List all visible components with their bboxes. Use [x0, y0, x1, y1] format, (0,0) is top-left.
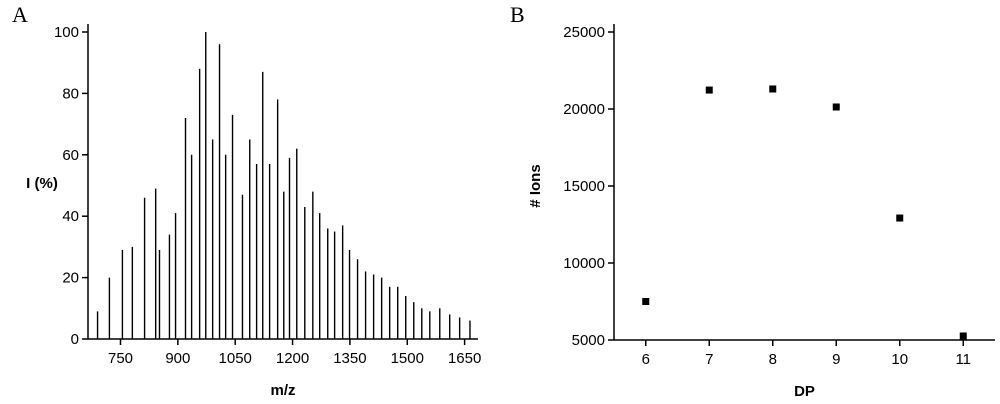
y-tick-label: 0: [71, 331, 79, 348]
point: [959, 332, 967, 340]
x-tick-label: 9: [832, 351, 840, 368]
y-tick-label: 15000: [563, 178, 605, 195]
x-tick-label: 6: [642, 351, 650, 368]
x-tick-label: 10: [891, 351, 908, 368]
y-axis-label: # Ions: [527, 164, 544, 207]
point: [832, 103, 840, 111]
y-tick-label: 20: [62, 270, 79, 287]
x-axis-label: DP: [794, 383, 815, 400]
x-tick-label: 11: [955, 351, 971, 368]
y-tick-label: 20000: [563, 101, 605, 118]
x-tick-label: 750: [108, 350, 133, 367]
y-tick-label: 60: [62, 147, 79, 164]
y-tick-label: 10000: [563, 255, 605, 272]
y-tick-label: 25000: [563, 24, 605, 41]
y-tick-label: 80: [62, 85, 79, 102]
y-tick-label: 40: [62, 208, 79, 225]
x-tick-label: 1200: [276, 350, 309, 367]
x-axis-label: m/z: [270, 382, 295, 399]
x-tick-label: 8: [769, 351, 777, 368]
point: [705, 86, 713, 94]
x-tick-label: 900: [165, 350, 190, 367]
point: [896, 214, 904, 222]
x-tick-label: 1650: [448, 350, 481, 367]
y-axis-label: I (%): [26, 175, 58, 192]
panel-label: A: [12, 2, 28, 27]
y-tick-label: 5000: [572, 332, 605, 349]
point: [769, 85, 777, 93]
x-tick-label: 1050: [219, 350, 252, 367]
x-tick-label: 1500: [391, 350, 424, 367]
x-tick-label: 7: [705, 351, 713, 368]
panel-label: B: [510, 2, 525, 27]
x-tick-label: 1350: [333, 350, 366, 367]
y-tick-label: 100: [54, 24, 79, 41]
point: [642, 298, 650, 305]
